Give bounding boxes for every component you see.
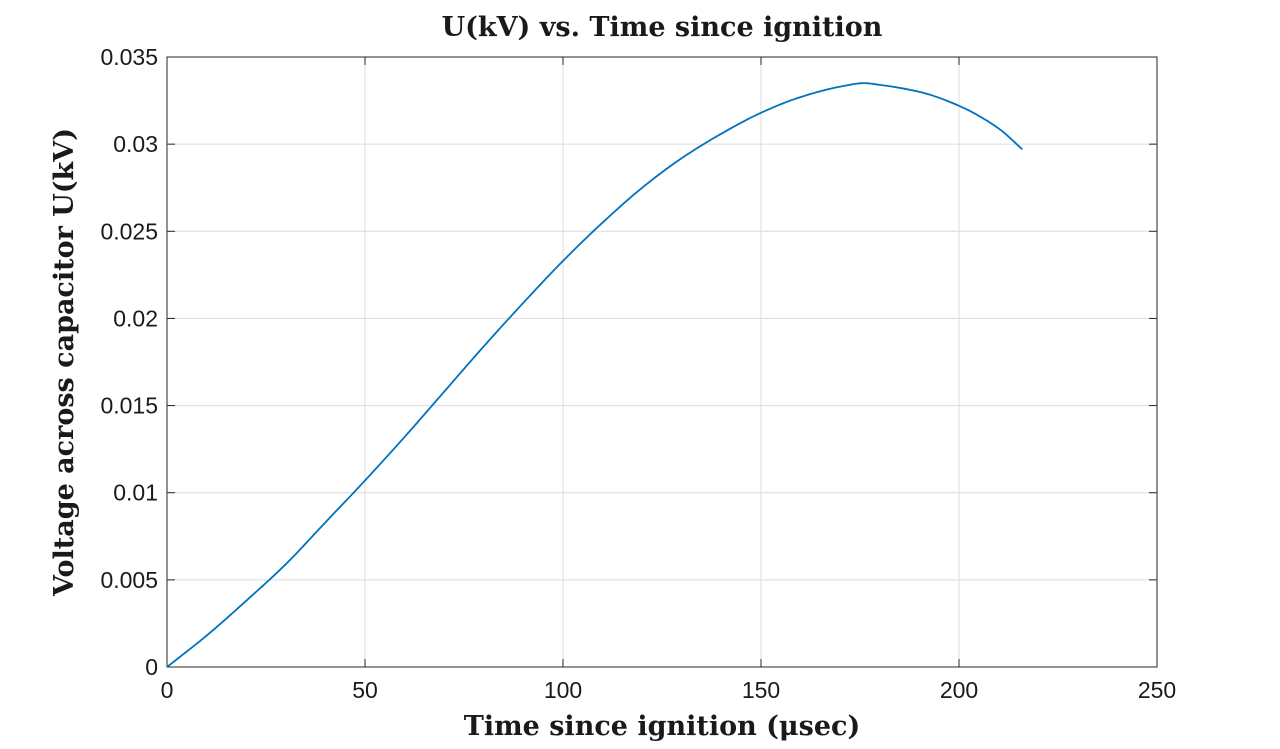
chart-title: U(kV) vs. Time since ignition: [442, 12, 883, 43]
x-tick-label: 100: [544, 677, 582, 703]
y-tick-label: 0.035: [100, 44, 158, 70]
y-tick-label: 0.02: [113, 305, 158, 331]
y-tick-label: 0.025: [100, 218, 158, 244]
y-tick-label: 0.015: [100, 393, 158, 419]
y-tick-label: 0: [145, 654, 158, 680]
x-tick-label: 150: [742, 677, 780, 703]
y-tick-label: 0.03: [113, 131, 158, 157]
plot-area: [166, 56, 1158, 668]
series-line: [166, 82, 1023, 668]
x-tick-label: 50: [352, 677, 378, 703]
x-tick-labels: 0 50 100 150 200 250: [161, 677, 1177, 703]
y-tick-label: 0.01: [113, 480, 158, 506]
x-axis-label: Time since ignition (μsec): [464, 711, 861, 742]
y-tick-labels: 0 0.005 0.01 0.015 0.02 0.025 0.03 0.035: [100, 44, 158, 680]
grid-lines: [167, 57, 1157, 667]
x-tick-label: 250: [1138, 677, 1176, 703]
y-tick-label: 0.005: [100, 567, 158, 593]
y-axis-label: Voltage across capacitor U(kV): [49, 128, 80, 597]
x-tick-label: 0: [161, 677, 174, 703]
series-group: [166, 82, 1023, 668]
tick-marks: [166, 56, 1158, 668]
x-tick-label: 200: [940, 677, 978, 703]
